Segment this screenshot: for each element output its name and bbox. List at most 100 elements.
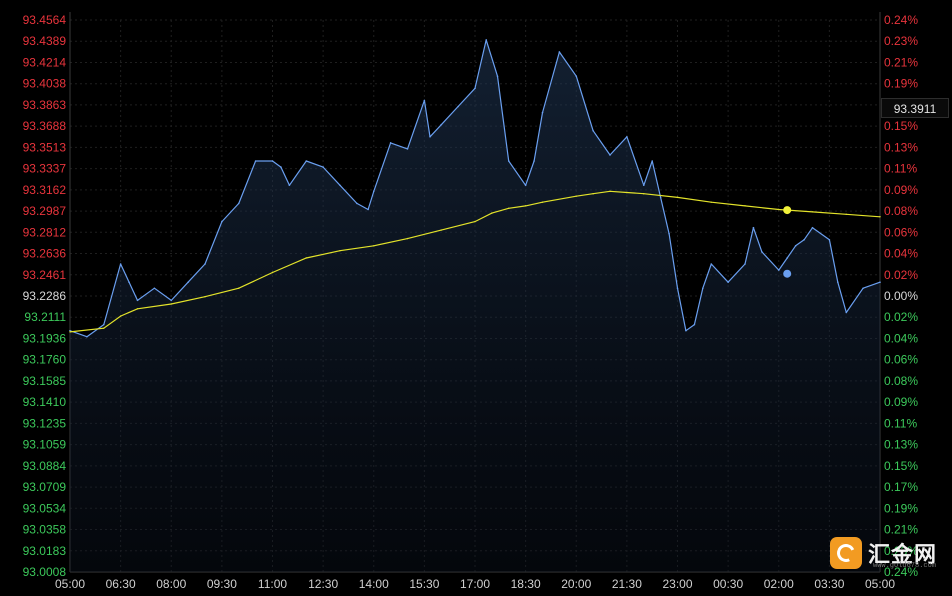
y-tick-right: 0.23% xyxy=(884,34,918,48)
price-point xyxy=(862,287,864,290)
y-tick-left: 93.3162 xyxy=(23,183,67,197)
average-point xyxy=(575,195,577,197)
price-point xyxy=(727,281,729,283)
y-tick-right: 0.23% xyxy=(884,544,918,558)
average-point xyxy=(592,193,594,195)
y-tick-left: 93.3688 xyxy=(23,119,67,133)
price-point xyxy=(280,166,282,168)
price-point xyxy=(626,135,628,138)
y-tick-right: 0.11% xyxy=(884,416,917,430)
y-tick-right: 0.09% xyxy=(884,395,918,409)
average-point xyxy=(170,303,172,305)
x-tick: 05:00 xyxy=(55,577,85,591)
x-tick: 03:30 xyxy=(814,577,844,591)
price-point xyxy=(811,226,814,229)
y-tick-right: 0.09% xyxy=(884,183,918,197)
y-tick-left: 93.2286 xyxy=(23,289,67,303)
average-point xyxy=(440,229,442,231)
price-point xyxy=(474,87,476,90)
average-point xyxy=(103,327,105,329)
average-point xyxy=(271,271,274,274)
y-tick-right: 0.06% xyxy=(884,353,918,367)
average-point xyxy=(406,237,409,240)
left-axis: 93.4564 93.4389 93.4214 93.4038 93.3863 93.36… xyxy=(23,13,67,579)
average-point xyxy=(879,216,881,218)
average-point xyxy=(508,207,510,209)
brand-name: 汇金网 xyxy=(868,542,938,567)
y-tick-left: 93.3863 xyxy=(23,98,67,112)
y-tick-right: 0.24% xyxy=(884,565,918,579)
brand-url: www.gold678.com xyxy=(873,562,937,570)
y-tick-right: 0.04% xyxy=(884,331,918,345)
y-tick-right: 0.13% xyxy=(884,438,918,452)
price-point xyxy=(879,281,881,283)
average-point xyxy=(778,208,780,211)
price-point xyxy=(389,142,392,144)
x-axis: 05:00 06:30 08:00 09:30 11:00 12:30 14:00 15:30… xyxy=(55,577,895,591)
x-tick: 06:30 xyxy=(106,577,136,591)
y-tick-left: 93.1410 xyxy=(23,395,67,409)
x-tick: 12:30 xyxy=(308,577,338,591)
price-point xyxy=(440,123,443,126)
average-point xyxy=(811,211,814,213)
price-point xyxy=(609,154,611,156)
y-tick-right: 0.11% xyxy=(884,162,917,176)
price-point xyxy=(642,184,645,187)
average-point xyxy=(305,257,307,259)
y-tick-left: 93.0884 xyxy=(23,459,67,473)
price-point xyxy=(271,160,274,162)
price-point xyxy=(744,263,746,265)
price-area xyxy=(70,39,880,572)
average-point xyxy=(373,245,375,247)
price-point xyxy=(761,251,763,253)
price-point xyxy=(676,287,679,290)
x-tick: 11:00 xyxy=(258,577,287,591)
average-point xyxy=(474,220,476,223)
price-point xyxy=(102,323,105,326)
y-tick-left: 93.2461 xyxy=(23,268,67,282)
price-point xyxy=(86,335,88,338)
price-point xyxy=(496,75,499,78)
y-tick-right: 0.21% xyxy=(884,55,918,69)
price-point xyxy=(693,323,696,326)
y-tick-left: 93.2636 xyxy=(23,247,67,261)
x-tick: 00:30 xyxy=(713,577,743,591)
y-tick-right: 0.08% xyxy=(884,374,918,388)
price-point xyxy=(659,196,662,199)
y-tick-right: 0.24% xyxy=(884,13,918,27)
price-point xyxy=(702,287,704,290)
price-point xyxy=(507,160,510,162)
y-tick-left: 93.2812 xyxy=(23,225,67,239)
y-tick-left: 93.1760 xyxy=(23,353,67,367)
price-point xyxy=(524,184,527,187)
y-tick-left: 93.1235 xyxy=(23,416,67,430)
price-point xyxy=(119,263,122,265)
x-tick: 15:30 xyxy=(409,577,439,591)
y-tick-left: 93.4214 xyxy=(23,55,67,69)
price-point xyxy=(710,263,713,265)
y-tick-right: 0.19% xyxy=(884,77,918,91)
price-marker xyxy=(783,269,792,278)
price-point xyxy=(575,75,578,78)
price-point xyxy=(558,51,561,53)
y-tick-right: 0.08% xyxy=(884,204,918,218)
y-tick-right: 0.15% xyxy=(884,459,918,473)
price-point xyxy=(541,111,544,114)
x-tick: 09:30 xyxy=(207,577,237,591)
price-point xyxy=(457,105,459,108)
average-line xyxy=(69,190,881,333)
price-point xyxy=(423,99,426,102)
y-tick-right: 0.15% xyxy=(884,119,918,133)
average-point xyxy=(676,196,679,199)
x-tick: 21:30 xyxy=(612,577,642,591)
price-point xyxy=(777,269,780,271)
x-tick: 23:00 xyxy=(662,577,692,591)
y-tick-left: 93.0709 xyxy=(23,480,67,494)
price-point xyxy=(221,220,223,223)
y-tick-right: 0.04% xyxy=(884,247,918,261)
price-point xyxy=(485,39,488,41)
price-point xyxy=(752,226,755,229)
y-tick-right: 0.17% xyxy=(884,480,918,494)
average-point xyxy=(541,201,544,203)
